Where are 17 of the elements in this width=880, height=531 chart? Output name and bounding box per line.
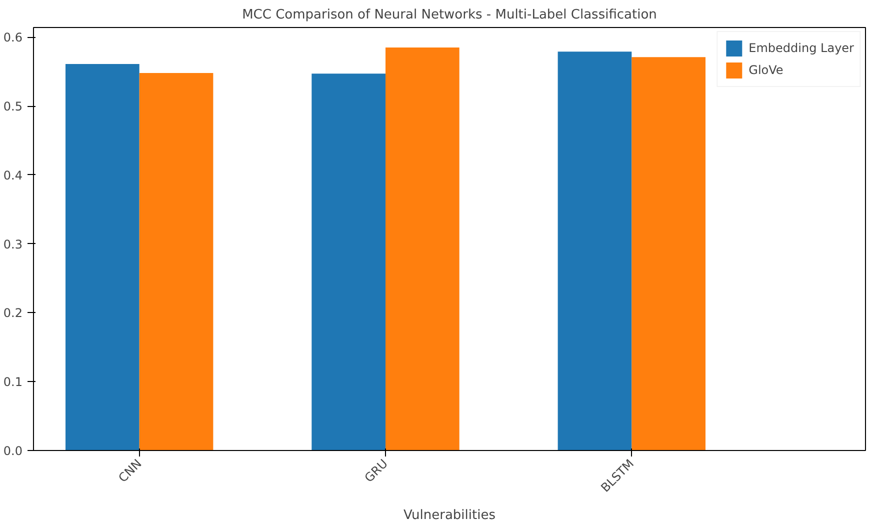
bar — [66, 64, 140, 450]
bar — [386, 47, 460, 450]
bar — [558, 52, 632, 450]
y-tick-label: 0.4 — [3, 168, 23, 182]
y-tick-label: 0.3 — [3, 237, 23, 252]
legend-label: GloVe — [748, 63, 784, 77]
bar — [632, 57, 706, 450]
y-tick-label: 0.1 — [3, 375, 23, 390]
bar — [139, 72, 214, 450]
legend-label: Embedding Layer — [748, 41, 854, 55]
y-tick-label: 0.2 — [3, 306, 23, 320]
y-tick-label: 0.5 — [3, 100, 23, 114]
y-tick-label: 0.0 — [3, 444, 23, 458]
y-tick-label: 0.6 — [3, 30, 23, 45]
x-axis-title: Vulnerabilities — [404, 508, 496, 523]
bar — [312, 74, 386, 450]
chart-title: MCC Comparison of Neural Networks - Multi-Label Classification — [242, 8, 657, 22]
